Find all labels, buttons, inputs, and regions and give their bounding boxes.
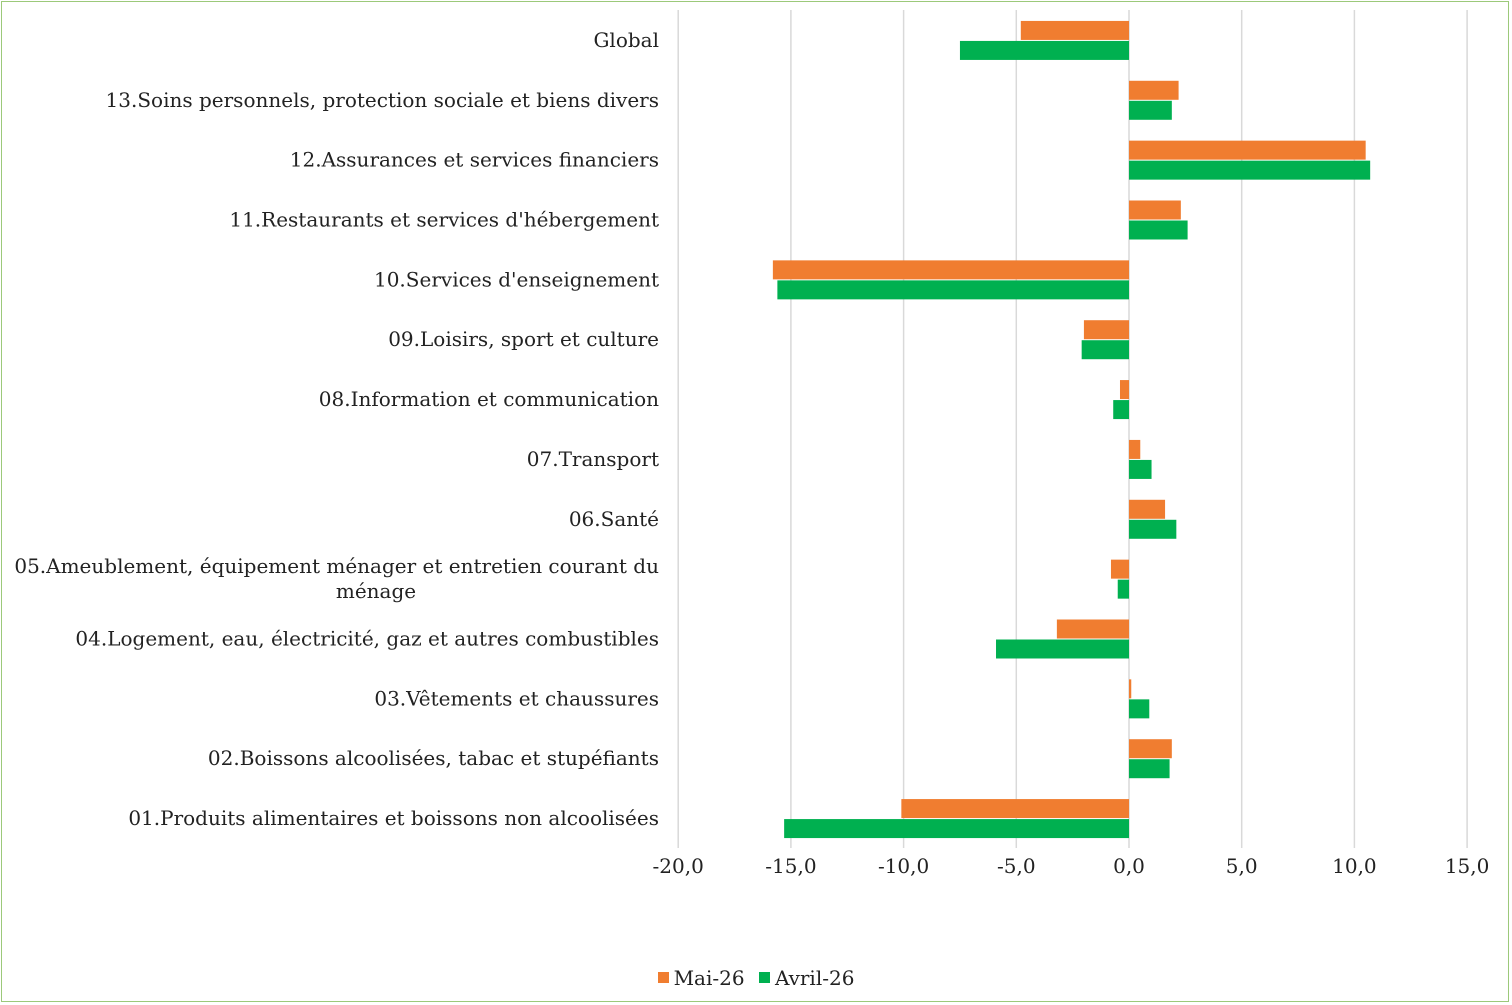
bar-avril: [1129, 160, 1371, 180]
category-label: 13.Soins personnels, protection sociale …: [106, 88, 659, 112]
category-label: 05.Ameublement, équipement ménager et en…: [14, 554, 659, 603]
bar-avril: [1129, 459, 1152, 479]
bar-mai: [1129, 739, 1172, 759]
bar-mai: [1056, 619, 1129, 639]
bar-avril: [1081, 340, 1129, 360]
x-tick-label: -15,0: [765, 854, 816, 878]
bar-mai: [1129, 679, 1132, 699]
bar-mai: [1129, 439, 1141, 459]
bar-mai: [1129, 200, 1181, 220]
bar-mai: [1129, 499, 1166, 519]
bar-mai: [772, 260, 1129, 280]
category-label: 07.Transport: [527, 447, 659, 471]
category-label: 02.Boissons alcoolisées, tabac et stupéf…: [208, 746, 659, 770]
bar-mai: [1110, 559, 1129, 579]
legend: Mai-26 Avril-26: [0, 964, 1512, 990]
category-label: 03.Vêtements et chaussures: [374, 686, 659, 710]
legend-label-avril: Avril-26: [774, 965, 855, 990]
bar-mai: [1083, 320, 1129, 340]
legend-swatch-mai: [657, 972, 669, 983]
category-label: 04.Logement, eau, électricité, gaz et au…: [75, 627, 659, 651]
x-tick-label: 0,0: [1113, 854, 1145, 878]
legend-swatch-avril: [758, 972, 770, 983]
category-label: 10.Services d'enseignement: [374, 267, 659, 291]
bar-mai: [1129, 80, 1179, 100]
category-label: 12.Assurances et services financiers: [290, 148, 659, 172]
category-label: 08.Information et communication: [319, 387, 659, 411]
bar-avril: [1129, 519, 1177, 539]
category-label: 01.Produits alimentaires et boissons non…: [128, 806, 659, 830]
bar-mai: [1119, 380, 1129, 400]
x-tick-label: 5,0: [1226, 854, 1258, 878]
bar-avril: [1129, 759, 1170, 779]
bar-avril: [996, 639, 1129, 659]
category-label: Global: [593, 28, 659, 52]
bar-avril: [1129, 100, 1172, 120]
x-tick-label: 10,0: [1332, 854, 1377, 878]
category-label: 09.Loisirs, sport et culture: [388, 327, 659, 351]
x-tick-label: 15,0: [1445, 854, 1490, 878]
legend-label-mai: Mai-26: [673, 965, 745, 990]
x-tick-label: -10,0: [878, 854, 929, 878]
bar-avril: [777, 280, 1129, 300]
category-label: 06.Santé: [569, 507, 659, 531]
legend-item-mai: Mai-26: [657, 965, 745, 990]
bar-avril: [1129, 220, 1188, 240]
bar-mai: [1129, 140, 1366, 160]
bar-avril: [784, 819, 1129, 839]
category-label: 11.Restaurants et services d'hébergement: [229, 208, 659, 232]
bar-mai: [901, 799, 1129, 819]
bar-avril: [1117, 579, 1129, 599]
bar-avril: [959, 40, 1129, 60]
x-tick-label: -20,0: [653, 854, 704, 878]
legend-item-avril: Avril-26: [758, 965, 855, 990]
bar-mai: [1020, 20, 1129, 40]
bar-avril: [1129, 699, 1150, 719]
bar-avril: [1113, 400, 1129, 420]
x-tick-label: -5,0: [997, 854, 1036, 878]
